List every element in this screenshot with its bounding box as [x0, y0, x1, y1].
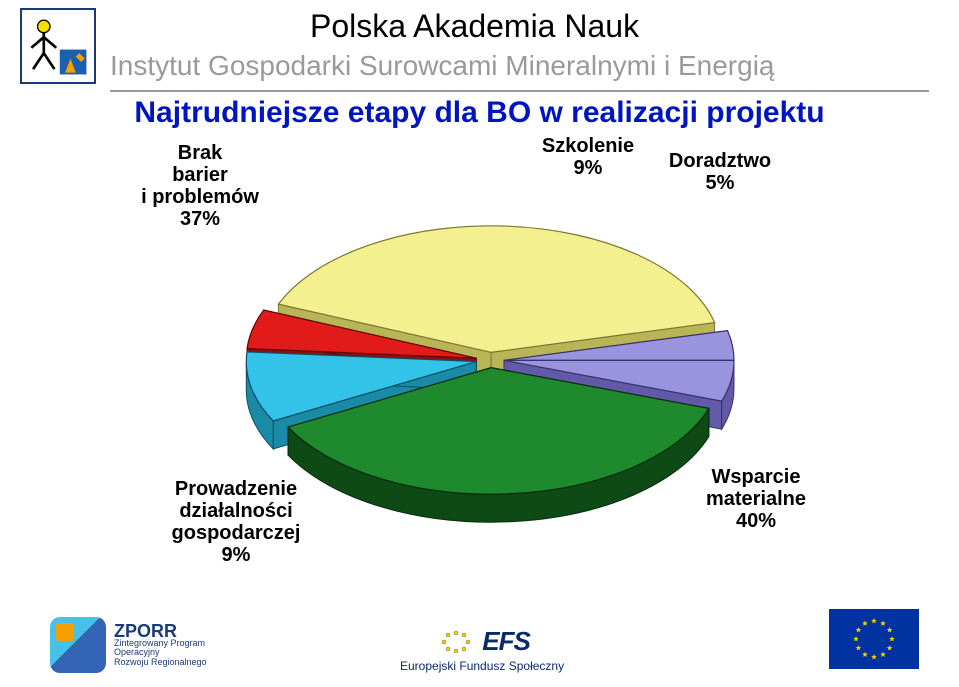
- title-sub: Instytut Gospodarki Surowcami Mineralnym…: [110, 50, 774, 82]
- efs-stars-icon: [434, 627, 478, 657]
- pie-chart: Szkolenie9%Doradztwo5%Wsparciematerialne…: [70, 130, 890, 570]
- org-logo: [20, 8, 96, 84]
- pie-slice-label: Doradztwo5%: [630, 150, 810, 194]
- footer: ZPORR Zintegrowany Program Operacyjny Ro…: [10, 599, 949, 679]
- eu-flag-icon: [829, 609, 919, 669]
- pie-slice-label: Brakbarieri problemów37%: [110, 142, 290, 230]
- org-logo-svg: [26, 14, 90, 78]
- efs-logo: EFS Europejski Fundusz Społeczny: [400, 626, 564, 673]
- efs-sub: Europejski Fundusz Społeczny: [400, 659, 564, 673]
- zporr-logo: ZPORR Zintegrowany Program Operacyjny Ro…: [50, 617, 207, 673]
- zporr-mark-icon: [50, 617, 106, 673]
- zporr-sub3: Rozwoju Regionalnego: [114, 658, 207, 667]
- page-subtitle: Najtrudniejsze etapy dla BO w realizacji…: [0, 96, 959, 130]
- pie-slice-label: Prowadzeniedziałalnościgospodarczej9%: [146, 478, 326, 566]
- header-rule: [110, 90, 929, 92]
- pie-slice-label: Wsparciematerialne40%: [666, 466, 846, 532]
- eu-flag: [829, 609, 919, 669]
- efs-title: EFS: [482, 626, 530, 657]
- zporr-title: ZPORR: [114, 623, 207, 639]
- title-main: Polska Akademia Nauk: [310, 8, 639, 45]
